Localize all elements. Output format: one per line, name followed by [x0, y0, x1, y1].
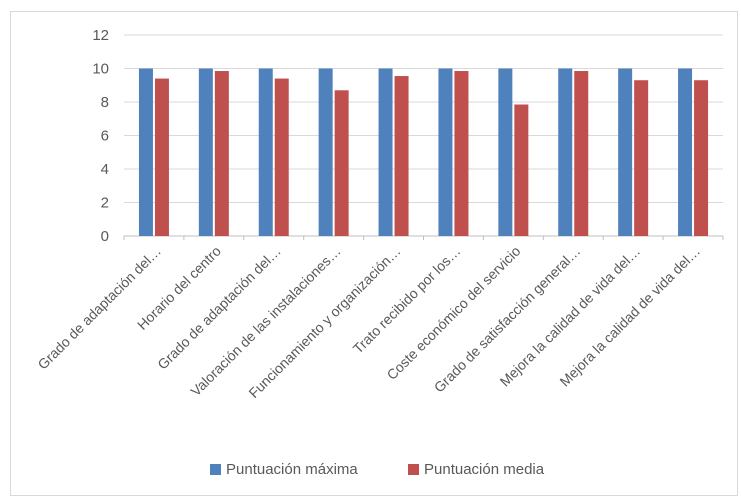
bar-puntuacion-media: [454, 71, 469, 236]
bar-puntuacion-media: [394, 76, 409, 236]
legend-label: Puntuación media: [424, 461, 545, 478]
chart-area: 0 2 4 6 8 10 12 Grado de adaptación del… Horari…: [10, 11, 738, 496]
y-tick-label: 6: [101, 128, 109, 145]
x-tick-label: Trato recibido por los…: [350, 243, 464, 357]
y-tick-label: 10: [92, 61, 109, 78]
bar-puntuacion-maxima: [498, 68, 513, 236]
x-axis-labels: Grado de adaptación del…Horario del cent…: [34, 243, 703, 401]
bar-puntuacion-maxima: [438, 68, 453, 236]
y-tick-label: 12: [92, 27, 109, 44]
bar-puntuacion-media: [334, 90, 349, 237]
bar-puntuacion-maxima: [318, 68, 333, 236]
bar-puntuacion-media: [694, 80, 709, 236]
bar-puntuacion-maxima: [678, 68, 693, 236]
x-tick-label: Grado de adaptación del…: [34, 243, 164, 373]
y-tick-label: 2: [101, 195, 109, 212]
bar-puntuacion-maxima: [378, 68, 393, 236]
legend-label: Puntuación máxima: [226, 461, 358, 478]
legend-swatch: [210, 464, 221, 475]
y-tick-label: 4: [101, 161, 109, 178]
bar-puntuacion-media: [574, 71, 589, 236]
legend-swatch: [408, 464, 419, 475]
legend: Puntuación máxima Puntuación media: [210, 461, 545, 478]
y-tick-label: 8: [101, 94, 109, 111]
bar-puntuacion-media: [154, 78, 169, 236]
x-tick-label: Grado de adaptación del…: [154, 243, 284, 373]
bar-puntuacion-maxima: [558, 68, 573, 236]
bars: [138, 68, 709, 237]
bar-puntuacion-media: [514, 104, 529, 236]
bar-puntuacion-media: [214, 71, 229, 236]
y-tick-label: 0: [101, 228, 109, 245]
bar-puntuacion-maxima: [138, 68, 153, 236]
bar-puntuacion-media: [274, 78, 289, 236]
bar-puntuacion-maxima: [258, 68, 273, 236]
bar-puntuacion-maxima: [618, 68, 633, 236]
bar-puntuacion-media: [634, 80, 649, 236]
gridlines: [123, 34, 724, 240]
y-axis-ticks: 0 2 4 6 8 10 12: [92, 27, 109, 245]
bar-puntuacion-maxima: [198, 68, 213, 236]
bar-chart: 0 2 4 6 8 10 12 Grado de adaptación del…Horari…: [34, 27, 724, 478]
